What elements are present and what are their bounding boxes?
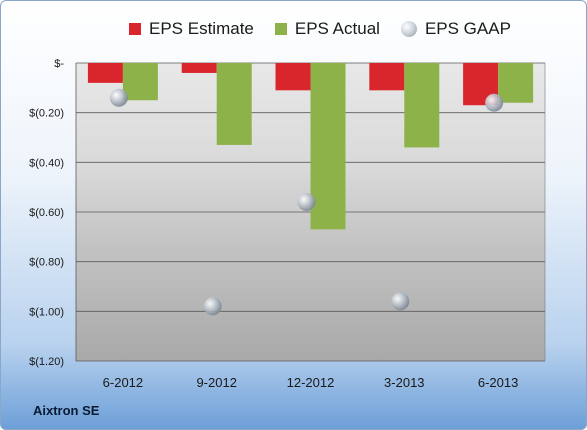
company-name: Aixtron SE <box>33 403 100 418</box>
eps-estimate-bar <box>275 63 311 91</box>
x-tick-label: 9-2012 <box>196 375 236 390</box>
y-tick-label: $- <box>54 58 64 70</box>
eps-actual-bar <box>498 63 534 103</box>
eps-estimate-bar <box>87 63 123 83</box>
legend-item-gaap: EPS GAAP <box>400 19 511 39</box>
x-tick-label: 3-2013 <box>384 375 424 390</box>
eps-gaap-marker <box>297 193 316 212</box>
eps-actual-bar <box>404 63 440 148</box>
legend-label-gaap: EPS GAAP <box>424 19 511 38</box>
legend-label-actual: EPS Actual <box>294 19 380 38</box>
legend-marker-gaap <box>400 21 417 37</box>
x-tick-label: 12-2012 <box>287 375 335 390</box>
eps-gaap-marker <box>109 88 128 107</box>
y-tick-label: $(0.40) <box>29 157 64 169</box>
y-tick-label: $(1.00) <box>29 306 64 318</box>
eps-gaap-marker <box>203 297 222 316</box>
y-tick-label: $(0.80) <box>29 257 64 269</box>
eps-estimate-bar <box>369 63 405 91</box>
legend-item-estimate: EPS Estimate <box>129 19 254 39</box>
x-tick-label: 6-2013 <box>478 375 518 390</box>
eps-gaap-marker <box>485 93 504 112</box>
legend-label-estimate: EPS Estimate <box>149 19 254 38</box>
legend-item-actual: EPS Actual <box>274 19 380 39</box>
eps-actual-bar <box>310 63 346 230</box>
eps-gaap-marker <box>391 292 410 311</box>
chart-legend: EPS Estimate EPS Actual EPS GAAP <box>129 19 532 39</box>
eps-estimate-bar <box>181 63 217 73</box>
y-tick-label: $(0.60) <box>29 207 64 219</box>
y-tick-label: $(1.20) <box>29 356 64 368</box>
legend-swatch-estimate <box>129 23 141 35</box>
y-tick-label: $(0.20) <box>29 108 64 120</box>
eps-actual-bar <box>122 63 158 101</box>
x-tick-label: 6-2012 <box>103 375 143 390</box>
legend-swatch-actual <box>274 23 287 35</box>
eps-actual-bar <box>216 63 252 145</box>
